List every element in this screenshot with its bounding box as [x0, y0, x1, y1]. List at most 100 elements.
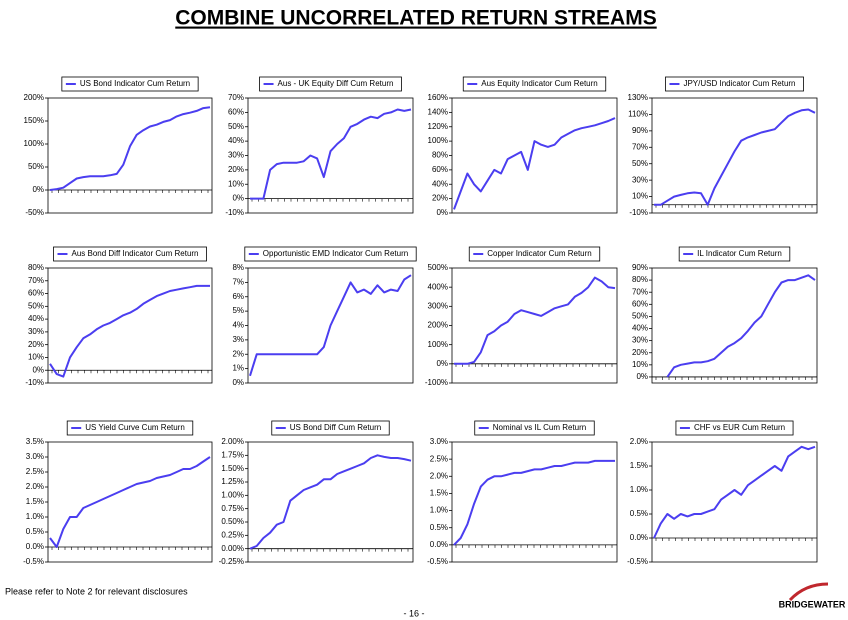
- y-tick-label: 3.0%: [26, 452, 44, 461]
- y-tick-label: 60%: [632, 299, 648, 308]
- y-tick-label: 60%: [28, 289, 44, 298]
- y-tick-label: -10%: [225, 208, 244, 217]
- y-tick-label: 0%: [32, 365, 44, 374]
- y-tick-label: 70%: [28, 276, 44, 285]
- y-tick-label: 1.5%: [26, 497, 44, 506]
- legend-box: [468, 246, 601, 262]
- y-tick-label: 0.00%: [221, 544, 244, 553]
- y-tick-label: 1.0%: [26, 512, 44, 521]
- plot-area: [247, 441, 414, 563]
- y-tick-label: 4%: [232, 321, 244, 330]
- y-tick-label: 3.5%: [26, 437, 44, 446]
- y-tick-label: 2.5%: [430, 454, 448, 463]
- y-tick-label: 0%: [32, 185, 44, 194]
- y-tick-label: 500%: [428, 263, 448, 272]
- legend-box: [66, 420, 194, 436]
- y-tick-label: 0.75%: [221, 504, 244, 513]
- y-tick-label: 0.0%: [630, 533, 648, 542]
- y-tick-label: 5%: [232, 306, 244, 315]
- y-tick-label: 80%: [28, 263, 44, 272]
- plot-area: [47, 441, 213, 563]
- legend-box: [259, 76, 402, 92]
- y-tick-label: 0.25%: [221, 530, 244, 539]
- y-tick-label: 30%: [632, 336, 648, 345]
- y-tick-label: 0%: [636, 372, 648, 381]
- y-tick-label: 30%: [632, 175, 648, 184]
- legend-label: CHF vs EUR Cum Return: [694, 423, 785, 432]
- legend-box: [474, 420, 595, 436]
- y-tick-label: 300%: [428, 301, 448, 310]
- plot-area: [651, 267, 818, 384]
- y-tick-label: 50%: [28, 301, 44, 310]
- y-tick-label: -10%: [629, 208, 648, 217]
- plot-area: [47, 267, 213, 384]
- y-tick-label: 90%: [632, 263, 648, 272]
- y-tick-label: 200%: [24, 93, 44, 102]
- y-tick-label: -0.25%: [219, 557, 244, 566]
- plot-area: [451, 441, 618, 563]
- y-tick-label: 2.0%: [26, 482, 44, 491]
- y-tick-label: 0.5%: [630, 509, 648, 518]
- y-tick-label: -10%: [25, 378, 44, 387]
- page-number: - 16 -: [403, 608, 424, 618]
- y-tick-label: 140%: [428, 107, 448, 116]
- plot-area: [451, 97, 618, 214]
- y-tick-label: 40%: [228, 136, 244, 145]
- y-tick-label: -100%: [425, 378, 448, 387]
- y-tick-label: 0.50%: [221, 517, 244, 526]
- y-tick-label: 0%: [232, 194, 244, 203]
- legend-label: IL Indicator Cum Return: [697, 249, 782, 258]
- y-tick-label: 150%: [24, 116, 44, 125]
- y-tick-label: 0%: [232, 378, 244, 387]
- series-line: [454, 276, 616, 365]
- y-tick-label: 1.5%: [630, 461, 648, 470]
- series-line: [654, 108, 816, 206]
- y-tick-label: 20%: [432, 194, 448, 203]
- logo-arc: [788, 582, 829, 602]
- y-tick-label: 0.5%: [26, 527, 44, 536]
- legend-box: [675, 420, 794, 436]
- series-line: [453, 459, 615, 546]
- legend-label: Copper Indicator Cum Return: [487, 249, 592, 258]
- y-tick-label: 10%: [632, 360, 648, 369]
- y-tick-label: 100%: [24, 139, 44, 148]
- y-tick-label: 20%: [28, 340, 44, 349]
- legend-label: US Bond Indicator Cum Return: [80, 79, 190, 88]
- y-tick-label: 0.0%: [26, 542, 44, 551]
- y-tick-label: 2.5%: [26, 467, 44, 476]
- y-tick-label: 0.0%: [430, 540, 448, 549]
- y-tick-label: 100%: [428, 340, 448, 349]
- y-tick-label: 50%: [28, 162, 44, 171]
- y-tick-label: 40%: [432, 179, 448, 188]
- y-tick-label: 1.5%: [430, 489, 448, 498]
- series-line: [49, 284, 210, 378]
- y-tick-label: -0.5%: [427, 557, 448, 566]
- series-line: [250, 108, 412, 200]
- y-tick-label: 90%: [632, 126, 648, 135]
- legend-box: [462, 76, 607, 92]
- y-tick-label: 20%: [228, 165, 244, 174]
- legend-label: Aus Bond Diff Indicator Cum Return: [71, 249, 198, 258]
- plot-area: [651, 97, 818, 214]
- legend-label: Aus - UK Equity Diff Cum Return: [278, 79, 394, 88]
- y-tick-label: 8%: [232, 263, 244, 272]
- series-line: [49, 456, 211, 548]
- series-line: [666, 274, 816, 378]
- y-tick-label: 1.75%: [221, 450, 244, 459]
- y-tick-label: 50%: [632, 312, 648, 321]
- y-tick-label: 160%: [428, 93, 448, 102]
- y-tick-label: 1.0%: [430, 506, 448, 515]
- y-tick-label: 70%: [632, 142, 648, 151]
- y-tick-label: -0.5%: [627, 557, 648, 566]
- y-tick-label: 30%: [28, 327, 44, 336]
- y-tick-label: 30%: [228, 151, 244, 160]
- y-tick-label: 1.00%: [221, 490, 244, 499]
- page-title: COMBINE UNCORRELATED RETURN STREAMS: [175, 7, 656, 30]
- y-tick-label: 20%: [632, 348, 648, 357]
- y-tick-label: 0%: [436, 359, 448, 368]
- plot-area: [247, 97, 414, 214]
- series-line: [653, 445, 816, 539]
- y-tick-label: 100%: [428, 136, 448, 145]
- legend-box: [53, 246, 207, 262]
